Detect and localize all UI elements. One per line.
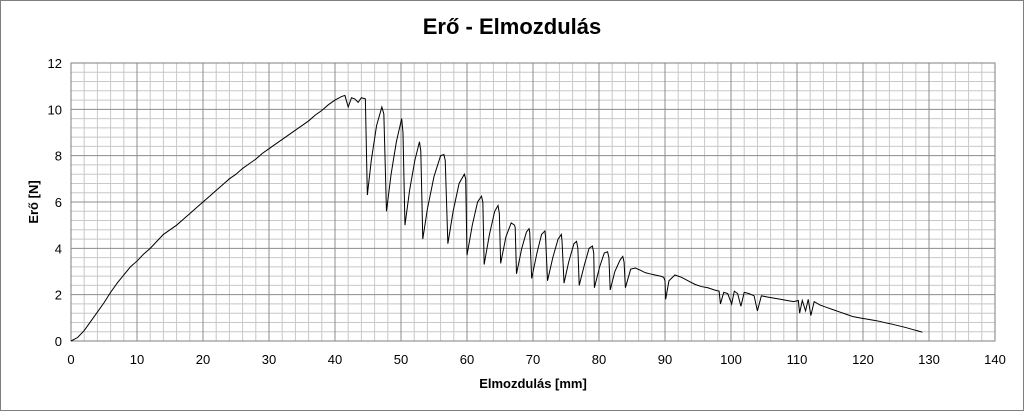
chart-title: Erő - Elmozdulás xyxy=(422,14,602,39)
y-axis-tick-labels: 0 2 4 6 8 10 12 xyxy=(48,56,62,349)
y-tick-label: 8 xyxy=(55,149,62,164)
y-tick-label: 10 xyxy=(48,102,62,117)
y-tick-label: 0 xyxy=(55,334,62,349)
major-gridlines xyxy=(70,62,996,342)
x-tick-label: 140 xyxy=(984,352,1006,367)
y-tick-label: 6 xyxy=(55,195,62,210)
x-tick-label: 0 xyxy=(67,352,74,367)
x-tick-label: 110 xyxy=(787,352,808,367)
x-tick-label: 60 xyxy=(460,352,474,367)
x-tick-label: 120 xyxy=(852,352,874,367)
x-tick-label: 30 xyxy=(262,352,276,367)
series-line-force-displacement xyxy=(70,94,923,342)
x-axis-tick-labels: 0 10 20 30 40 50 60 70 80 90 100 110 120 130 140 xyxy=(67,352,1005,367)
y-axis-title: Erő [N] xyxy=(26,180,41,223)
y-tick-label: 2 xyxy=(55,288,62,303)
y-tick-label: 12 xyxy=(48,56,62,71)
y-tick-label: 4 xyxy=(55,241,62,256)
x-tick-label: 90 xyxy=(658,352,672,367)
x-tick-label: 20 xyxy=(196,352,210,367)
x-tick-label: 70 xyxy=(526,352,540,367)
x-tick-label: 10 xyxy=(130,352,144,367)
x-tick-label: 130 xyxy=(918,352,940,367)
x-axis-title: Elmozdulás [mm] xyxy=(479,376,587,391)
x-tick-label: 100 xyxy=(720,352,742,367)
x-tick-label: 80 xyxy=(592,352,606,367)
plot-area xyxy=(70,62,996,342)
x-tick-label: 50 xyxy=(394,352,408,367)
x-tick-label: 40 xyxy=(328,352,342,367)
